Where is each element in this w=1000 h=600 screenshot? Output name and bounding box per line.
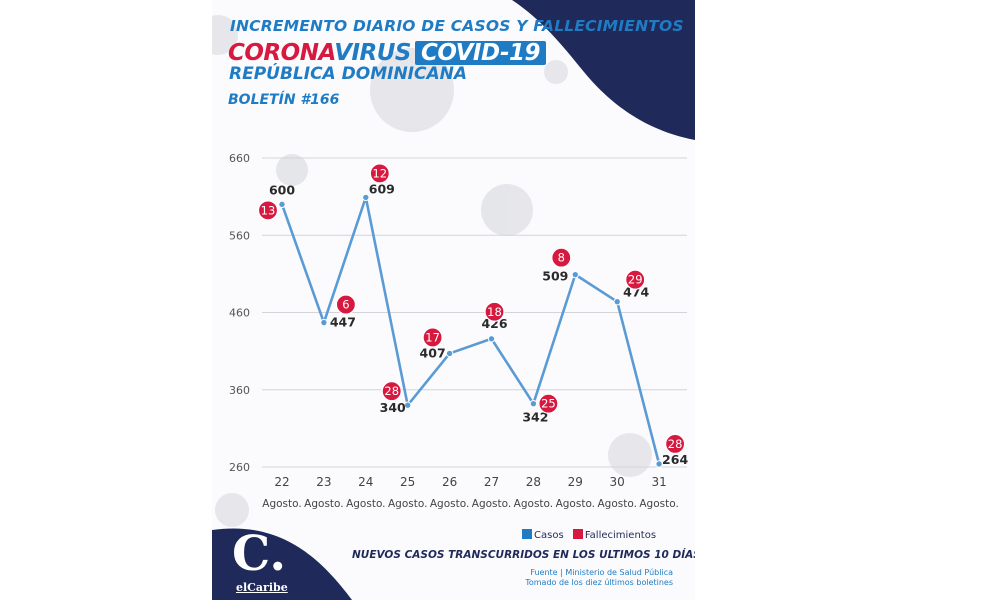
data-point-casos <box>404 401 412 409</box>
footer-title: NUEVOS CASOS TRANSCURRIDOS EN LOS ULTIMO… <box>352 549 695 561</box>
y-tick-label: 560 <box>229 229 250 242</box>
source-note: Fuente | Ministerio de Salud Pública Tom… <box>525 568 673 588</box>
headline: INCREMENTO DIARIO DE CASOS Y FALLECIMIEN… <box>230 17 684 35</box>
data-label-casos: 600 <box>269 182 295 197</box>
badge-fallecimientos <box>625 269 646 290</box>
virus-icon <box>212 15 652 527</box>
line-chart: 260 360 460 560 660 22 Agosto. 23 Agosto. 24 Agost… <box>229 152 688 510</box>
badge-fallecimientos <box>381 381 402 402</box>
corona-text: CORONA <box>228 40 335 66</box>
x-tick-sublabel: Agosto. <box>430 498 469 510</box>
x-tick-sublabel: Agosto. <box>556 498 595 510</box>
covid-badge: COVID-19 <box>415 41 547 65</box>
x-tick-label: 24 <box>358 475 373 489</box>
data-label-fallecimientos: 25 <box>541 397 556 411</box>
data-point-casos <box>362 193 370 202</box>
data-point-casos <box>445 349 454 358</box>
x-tick-label: 29 <box>568 475 583 489</box>
data-point-casos <box>613 297 621 306</box>
badge-fallecimientos <box>538 393 559 414</box>
source-line: Tomado de los diez últimos boletines <box>525 578 673 587</box>
x-tick-label: 25 <box>400 475 415 489</box>
data-point-casos <box>278 200 286 209</box>
y-tick-label: 660 <box>229 152 250 165</box>
data-label-casos: 407 <box>420 345 446 360</box>
legend-item-casos: Casos <box>522 529 564 541</box>
x-tick-sublabel: Agosto. <box>639 498 678 510</box>
source-line: Fuente | Ministerio de Salud Pública <box>530 568 673 577</box>
x-tick-sublabel: Agosto. <box>304 498 343 510</box>
x-tick-sublabel: Agosto. <box>472 498 511 510</box>
data-label-casos: 509 <box>542 269 568 284</box>
legend-item-fallecimientos: Fallecimientos <box>572 529 657 541</box>
badge-fallecimientos <box>665 433 686 455</box>
badge-fallecimientos <box>551 247 572 268</box>
bottom-swoosh <box>212 528 352 600</box>
legend: Casos Fallecimientos <box>522 529 662 541</box>
y-tick-label: 260 <box>229 461 250 474</box>
legend-label-fallecimientos: Fallecimientos <box>584 530 657 541</box>
x-tick-label: 23 <box>316 475 331 489</box>
data-point-casos <box>655 460 663 468</box>
legend-swatch-casos <box>522 529 532 539</box>
x-tick-sublabel: Agosto. <box>262 498 301 510</box>
data-label-fallecimientos: 28 <box>668 437 683 451</box>
x-tick-label: 30 <box>610 475 625 489</box>
data-label-casos: 474 <box>623 285 649 300</box>
x-tick-label: 26 <box>442 475 457 489</box>
badge-fallecimientos <box>369 163 390 184</box>
x-tick-sublabel: Agosto. <box>597 498 636 510</box>
x-tick-sublabel: Agosto. <box>346 498 385 510</box>
x-tick-sublabel: Agosto. <box>514 498 553 510</box>
data-point-casos <box>320 318 328 327</box>
data-label-casos: 264 <box>662 452 688 467</box>
data-label-fallecimientos: 12 <box>372 166 387 180</box>
x-tick-label: 22 <box>274 475 289 489</box>
data-label-fallecimientos: 29 <box>628 273 643 287</box>
data-label-casos: 447 <box>330 315 356 330</box>
logo: C. <box>232 526 287 582</box>
x-tick-label: 27 <box>484 475 499 489</box>
x-tick-label: 31 <box>651 475 666 489</box>
data-label-fallecimientos: 6 <box>342 298 349 312</box>
legend-label-casos: Casos <box>534 530 564 541</box>
y-tick-label: 360 <box>229 384 250 397</box>
badge-fallecimientos <box>422 327 443 348</box>
data-point-casos <box>571 270 579 279</box>
data-label-casos: 340 <box>380 400 406 415</box>
country-title: REPÚBLICA DOMINICANA <box>229 64 468 84</box>
top-swoosh <box>512 0 695 140</box>
coronavirus-title: CORONAVIRUS COVID-19 <box>228 40 547 66</box>
data-point-casos <box>487 335 496 343</box>
background-decoration <box>212 0 695 600</box>
badge-fallecimientos <box>257 200 279 221</box>
data-label-casos: 342 <box>522 410 548 425</box>
badge-fallecimientos <box>484 301 505 322</box>
x-tick-sublabel: Agosto. <box>388 498 427 510</box>
x-tick-label: 28 <box>526 475 541 489</box>
y-tick-label: 460 <box>229 307 250 320</box>
virus-text: VIRUS <box>334 40 411 66</box>
infographic: INCREMENTO DIARIO DE CASOS Y FALLECIMIEN… <box>212 0 695 600</box>
legend-swatch-fallecimientos <box>572 529 583 539</box>
data-label-fallecimientos: 13 <box>261 203 276 217</box>
logo-name: elCaribe <box>236 581 288 594</box>
badge-fallecimientos <box>335 294 356 315</box>
data-label-fallecimientos: 8 <box>558 251 565 265</box>
data-label-casos: 609 <box>369 181 395 196</box>
bulletin-number: BOLETÍN #166 <box>228 92 340 108</box>
series-line-casos <box>280 196 661 465</box>
data-label-fallecimientos: 28 <box>384 384 399 398</box>
data-point-casos <box>529 399 538 408</box>
data-label-fallecimientos: 18 <box>487 305 502 319</box>
data-label-fallecimientos: 17 <box>425 330 440 344</box>
